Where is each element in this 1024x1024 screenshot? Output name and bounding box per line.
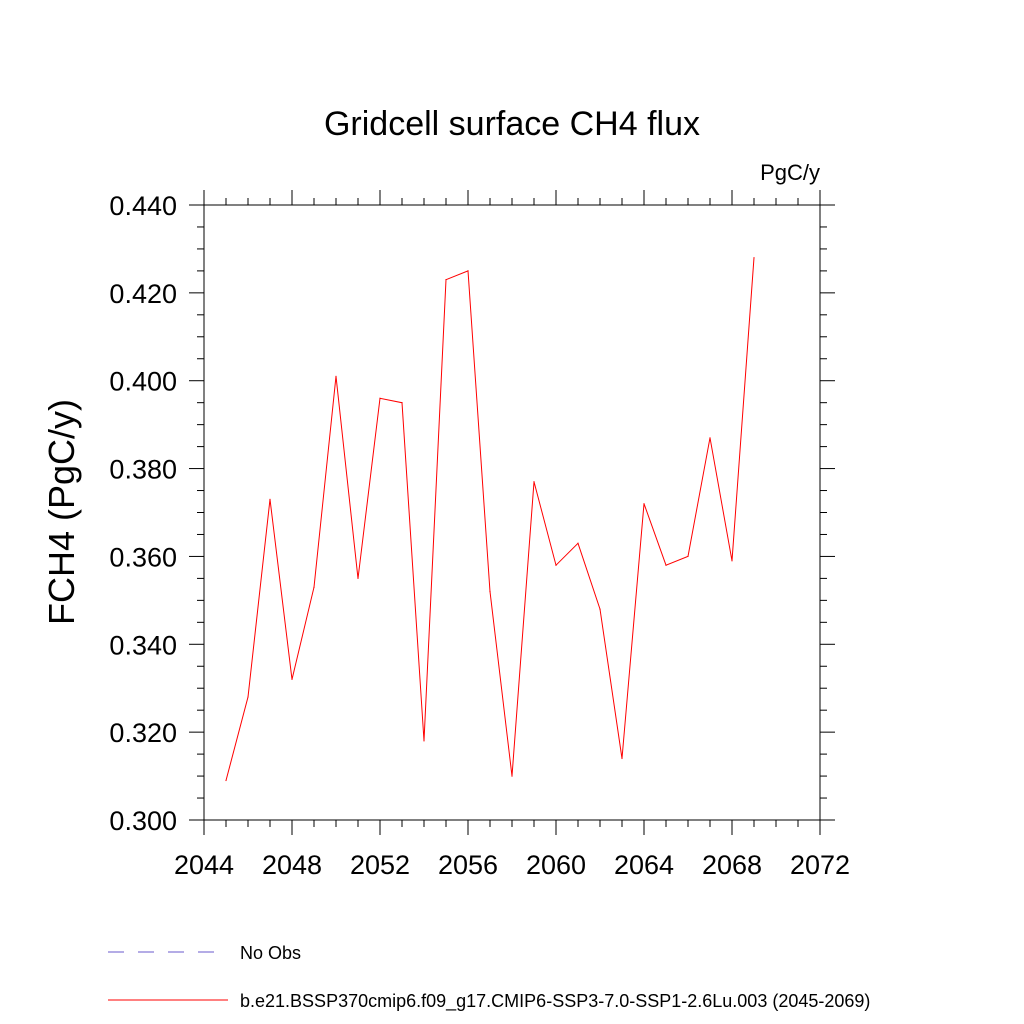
data-point — [357, 577, 359, 579]
data-point — [643, 503, 645, 505]
data-point — [291, 678, 293, 681]
data-point — [335, 375, 337, 377]
y-tick-label: 0.440 — [109, 191, 177, 221]
y-tick-label: 0.320 — [109, 718, 177, 748]
data-point — [467, 270, 469, 272]
data-point — [555, 564, 557, 566]
y-tick-label: 0.340 — [109, 630, 177, 660]
x-tick-label: 2052 — [350, 850, 410, 880]
y-tick-label: 0.300 — [109, 806, 177, 836]
series — [225, 257, 755, 782]
units-label: PgC/y — [760, 160, 820, 185]
chart-title: Gridcell surface CH4 flux — [324, 105, 700, 143]
data-point — [577, 542, 579, 544]
data-point — [731, 560, 733, 562]
data-point — [599, 608, 601, 610]
legend-label: b.e21.BSSP370cmip6.f09_g17.CMIP6-SSP3-7.… — [240, 991, 870, 1012]
data-point — [665, 564, 667, 566]
y-tick-label: 0.420 — [109, 279, 177, 309]
legend: No Obs b.e21.BSSP370cmip6.f09_g17.CMIP6-S… — [108, 943, 870, 1012]
x-tick-label: 2068 — [702, 850, 762, 880]
y-tick-label: 0.360 — [109, 542, 177, 572]
data-point — [533, 481, 535, 483]
data-point — [511, 775, 513, 777]
x-tick-label: 2048 — [262, 850, 322, 880]
series-line — [225, 257, 755, 781]
data-point — [445, 279, 447, 281]
data-point — [709, 437, 711, 439]
x-tick-label: 2072 — [790, 850, 850, 880]
data-point — [247, 696, 249, 698]
data-point — [753, 257, 755, 259]
axes — [203, 204, 821, 821]
x-tick-label: 2060 — [526, 850, 586, 880]
data-point — [621, 757, 623, 760]
data-point — [687, 555, 689, 558]
x-tick-label: 2064 — [614, 850, 674, 880]
data-point — [379, 397, 381, 399]
ticks: 2044 2048 2052 2056 2060 2064 2068 2072 0.300 0.3… — [109, 190, 850, 880]
data-point — [489, 590, 491, 593]
data-point — [313, 586, 315, 588]
data-point — [401, 402, 403, 404]
y-axis-label: FCH4 (PgC/y) — [41, 399, 82, 625]
y-tick-label: 0.400 — [109, 367, 177, 397]
x-tick-label: 2044 — [174, 850, 234, 880]
data-point — [423, 740, 425, 742]
legend-label: No Obs — [240, 943, 301, 963]
data-point — [225, 779, 227, 782]
plot-frame — [203, 204, 821, 821]
x-tick-label: 2056 — [438, 850, 498, 880]
y-tick-label: 0.380 — [109, 455, 177, 485]
data-point — [269, 498, 271, 500]
